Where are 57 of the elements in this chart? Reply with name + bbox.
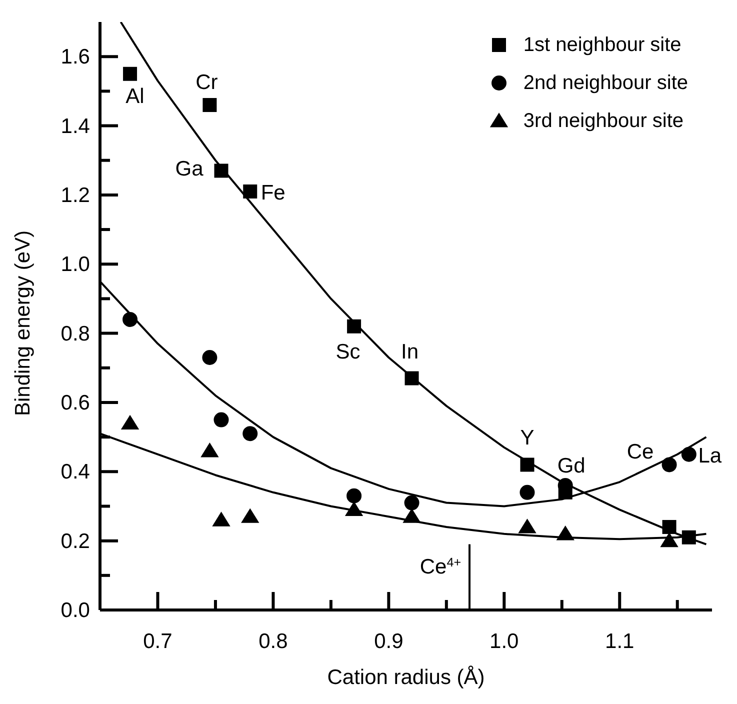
point [404, 371, 419, 386]
point [347, 319, 362, 334]
x-tick-label: 0.9 [374, 630, 404, 653]
point [200, 442, 219, 458]
point [662, 457, 677, 472]
point [202, 350, 218, 366]
x-tick-label: 0.8 [258, 630, 288, 653]
point [241, 508, 260, 523]
y-tick-label: 0.8 [60, 322, 90, 346]
point [212, 512, 230, 526]
legend-label: 3rd neighbour site [523, 109, 684, 134]
point [120, 414, 140, 430]
point [346, 488, 362, 504]
annotation: Gd [557, 454, 586, 478]
x-tick-label: 1.0 [490, 630, 519, 653]
annotation: La [698, 444, 722, 468]
annotation: Sc [336, 340, 360, 364]
point [662, 520, 676, 534]
point [660, 532, 678, 548]
y-tick-label: 1.0 [60, 253, 90, 276]
point [214, 412, 229, 428]
annotation: Y [520, 426, 534, 450]
y-tick-label: 0.4 [60, 460, 90, 484]
y-tick-label: 0.2 [60, 530, 90, 553]
y-tick-label: 0.0 [60, 599, 90, 622]
annotation: Al [126, 84, 144, 108]
point [520, 458, 534, 472]
y-tick-label: 1.6 [60, 46, 90, 69]
y-tick-label: 0.6 [60, 391, 90, 414]
annotation: Cr [196, 71, 218, 94]
y-tick-label: 1.2 [60, 184, 90, 207]
point [202, 98, 217, 112]
annotation: Ce$^{4+}$ [420, 555, 462, 578]
legend-label: 1st neighbour site [523, 33, 682, 58]
annotation: Ce [626, 440, 654, 464]
point [520, 484, 535, 500]
annotation: Fe [260, 181, 286, 204]
point [402, 508, 421, 523]
annotation: Ga [175, 158, 204, 181]
point [556, 526, 574, 540]
y-tick-label: 1.4 [60, 114, 90, 138]
point [682, 530, 696, 544]
x-tick-label: 0.7 [143, 630, 172, 653]
x-tick-label: 1.1 [605, 630, 634, 653]
x-axis-title: Cation radius (Å) [327, 665, 485, 689]
point [214, 164, 228, 178]
y-axis-title: Binding energy (eV) [11, 230, 34, 416]
point [681, 446, 696, 462]
point [404, 495, 420, 510]
point [242, 426, 258, 442]
legend-label: 2nd neighbour site [523, 71, 688, 96]
annotation: In [401, 340, 419, 364]
point [122, 312, 138, 327]
point [123, 66, 138, 81]
point [243, 184, 258, 198]
point [518, 518, 536, 534]
point [344, 501, 364, 516]
